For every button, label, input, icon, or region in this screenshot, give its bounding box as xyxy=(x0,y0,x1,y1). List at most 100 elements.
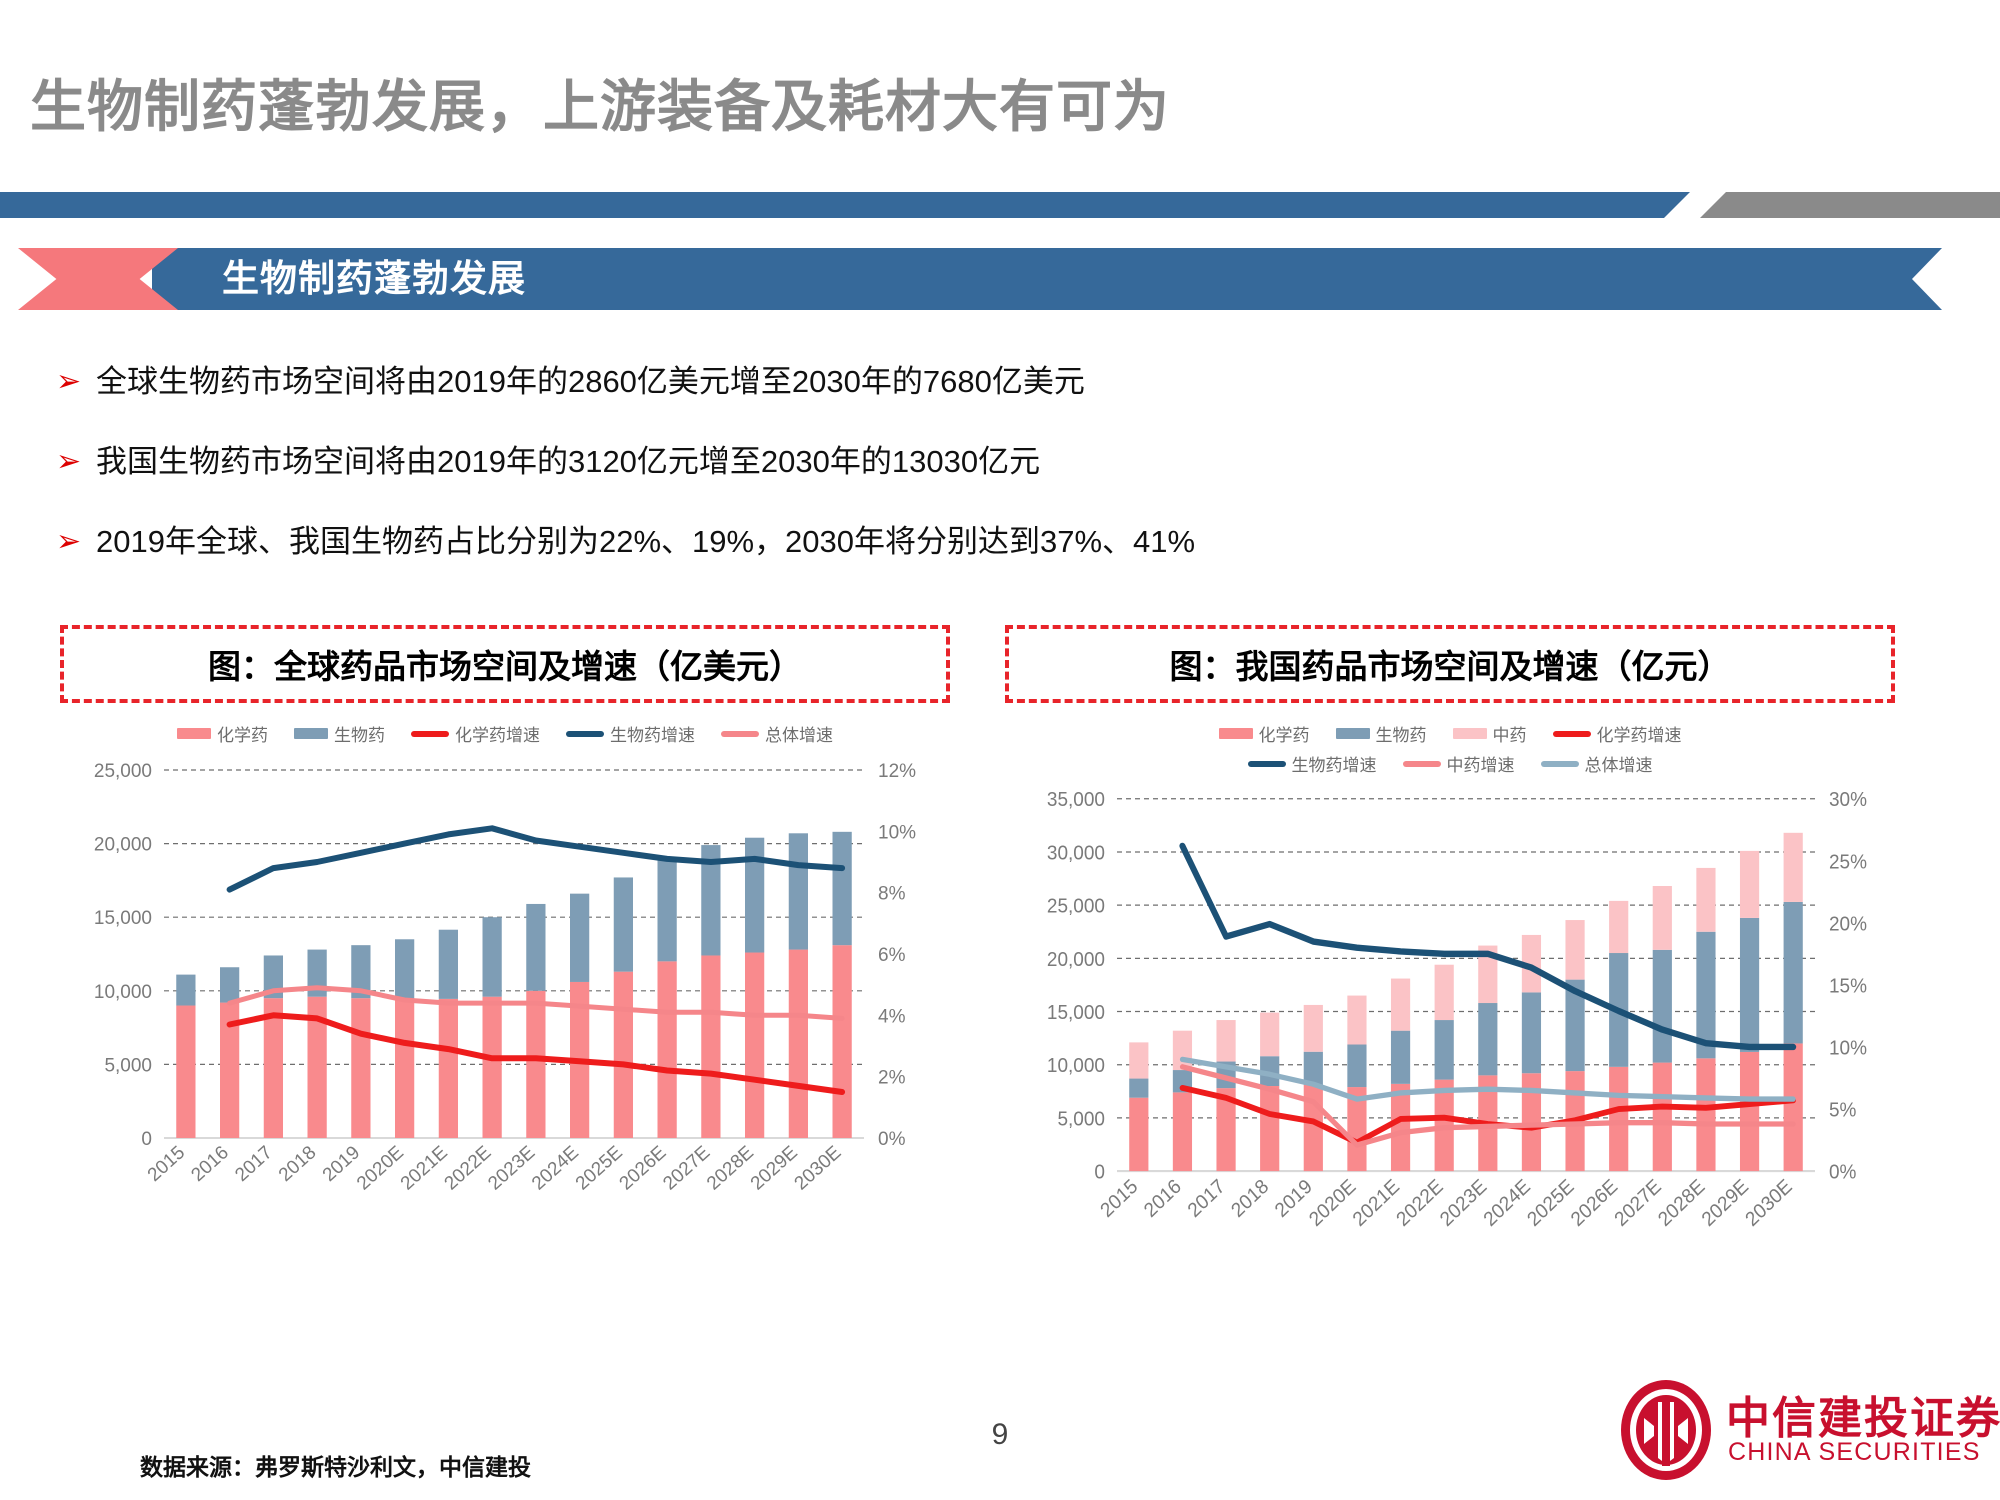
legend-swatch-icon xyxy=(177,728,211,739)
y-axis-tick-label: 20,000 xyxy=(94,835,152,856)
legend-item[interactable]: 化学药增速 xyxy=(411,721,540,746)
x-axis-tick-label: 2025E xyxy=(1523,1175,1578,1231)
bar-segment xyxy=(1652,949,1672,1063)
x-axis-tick-label: 2028E xyxy=(1654,1175,1709,1231)
bar-segment xyxy=(1478,945,1498,1004)
bar-segment xyxy=(1434,1020,1454,1080)
legend-item[interactable]: 总体增速 xyxy=(721,721,833,746)
bar-segment xyxy=(1696,1058,1716,1172)
bar-segment xyxy=(526,990,546,1138)
x-axis-tick-label: 2029E xyxy=(747,1142,802,1194)
legend-line-icon xyxy=(1540,760,1579,767)
y2-axis-tick-label: 8% xyxy=(878,884,906,905)
source-note: 数据来源：弗罗斯特沙利文，中信建投 xyxy=(140,1454,531,1480)
legend-label: 中药增速 xyxy=(1446,756,1515,775)
legend-swatch-icon xyxy=(1335,728,1370,739)
x-axis-tick-label: 2029E xyxy=(1698,1175,1753,1231)
legend-item[interactable]: 中药增速 xyxy=(1402,751,1515,776)
bar-segment xyxy=(1609,900,1629,954)
y2-axis-tick-label: 25% xyxy=(1829,851,1867,874)
legend-line-icon xyxy=(411,730,449,737)
legend-swatch-icon xyxy=(1218,728,1253,739)
legend-item[interactable]: 中药 xyxy=(1452,721,1527,746)
chart-svg-global: 0 5,000 10,000 15,000 20,000 25,000 0% 2% 4% 6% 8%… xyxy=(94,761,916,1194)
x-axis-tick-label: 2026E xyxy=(616,1142,671,1194)
x-axis-tick-label: 2023E xyxy=(1436,1175,1491,1231)
legend-item[interactable]: 生物药 xyxy=(294,721,385,746)
chart-legend-global: 化学药 生物药 化学药增速 生物药增速 总体增速 xyxy=(60,721,950,746)
x-axis-tick-label: 2025E xyxy=(572,1142,627,1194)
line-series xyxy=(1179,1056,1796,1102)
legend-item[interactable]: 生物药 xyxy=(1335,721,1427,746)
x-axis-tick-label: 2018 xyxy=(275,1142,320,1186)
bar-segment xyxy=(788,833,808,950)
legend-item[interactable]: 化学药增速 xyxy=(1552,721,1682,746)
bar-segment xyxy=(351,998,371,1138)
legend-label: 总体增速 xyxy=(765,726,833,745)
company-logo: 中信建投证券 CHINA SECURITIES xyxy=(1618,1378,2000,1488)
y-axis-tick-label: 35,000 xyxy=(1047,789,1105,812)
y-axis-tick-label: 25,000 xyxy=(94,761,152,782)
y2-axis-tick-label: 0% xyxy=(1829,1161,1856,1184)
bar-segment xyxy=(788,949,808,1138)
title-divider xyxy=(0,192,2000,222)
section-banner-blue xyxy=(152,248,1942,310)
y-axis-tick-label: 5,000 xyxy=(104,1055,152,1076)
line-series xyxy=(1179,842,1797,1051)
bar-segment xyxy=(307,949,327,997)
legend-item[interactable]: 化学药 xyxy=(1218,721,1310,746)
bullet-text: 2019年全球、我国生物药占比分别为22%、19%，2030年将分别达到37%、… xyxy=(96,524,1196,559)
bar-segment xyxy=(745,952,765,1138)
bar-segment xyxy=(613,877,633,972)
chart-panel-china: 图：我国药品市场空间及增速（亿元） 化学药 生物药 中药 化学药增速 生物药增速 中药增… xyxy=(1005,625,1895,1305)
bar-segment xyxy=(701,845,721,956)
x-axis-tick-label: 2024E xyxy=(1480,1175,1535,1231)
bar-segment xyxy=(1390,1083,1411,1172)
legend-row: 化学药 生物药 化学药增速 生物药增速 总体增速 xyxy=(60,721,950,746)
bar-segment xyxy=(1783,1043,1803,1172)
legend-item[interactable]: 生物药增速 xyxy=(1247,751,1377,776)
page-title: 生物制药蓬勃发展，上游装备及耗材大有可为 xyxy=(30,75,1170,138)
legend-item[interactable]: 化学药 xyxy=(177,721,268,746)
legend-label: 化学药 xyxy=(1258,726,1310,745)
bar-segment xyxy=(1347,1044,1367,1088)
x-axis-tick-label: 2027E xyxy=(1610,1175,1665,1231)
bar-segment xyxy=(307,996,327,1138)
legend-swatch-icon xyxy=(294,728,328,739)
x-axis-tick-label: 2030E xyxy=(791,1142,846,1194)
legend-swatch-icon xyxy=(1452,728,1487,739)
line-series xyxy=(226,825,846,893)
bar-segment xyxy=(1478,1003,1498,1076)
y2-axis-tick-label: 10% xyxy=(878,822,916,843)
x-axis-tick-label: 2017 xyxy=(231,1142,276,1186)
y-axis-tick-label: 30,000 xyxy=(1047,842,1105,865)
title-divider-blue xyxy=(0,192,1690,218)
bar-segment xyxy=(482,996,502,1138)
legend-label: 化学药增速 xyxy=(455,726,540,745)
legend-line-icon xyxy=(1552,730,1591,737)
arrow-bullet-icon: ➢ xyxy=(56,364,82,399)
bullet-text: 我国生物药市场空间将由2019年的3120亿元增至2030年的13030亿元 xyxy=(96,444,1041,479)
bar-segment xyxy=(395,939,415,1000)
legend-label: 生物药增速 xyxy=(1291,756,1377,775)
bar-segment xyxy=(1739,850,1760,918)
page-number: 9 xyxy=(991,1418,1009,1451)
legend-item[interactable]: 生物药增速 xyxy=(566,721,695,746)
x-axis-tick-label: 2023E xyxy=(484,1142,539,1194)
x-axis-tick-label: 2021E xyxy=(1349,1175,1404,1231)
x-axis-tick-label: 2030E xyxy=(1741,1175,1796,1231)
bar-segment xyxy=(1521,934,1542,993)
bar-segment xyxy=(1129,1042,1149,1079)
bar-segment xyxy=(351,945,371,999)
x-axis-tick-label: 2024E xyxy=(528,1142,583,1194)
chart-panel-global: 图：全球药品市场空间及增速（亿美元） 化学药 生物药 化学药增速 生物药增速 总体增速 … xyxy=(60,625,950,1305)
bar-segment xyxy=(1696,867,1716,932)
bar-segment xyxy=(701,955,721,1138)
legend-item[interactable]: 总体增速 xyxy=(1540,751,1653,776)
title-divider-gray xyxy=(1700,192,2000,218)
x-axis-tick-label: 2028E xyxy=(703,1142,758,1194)
x-axis-tick-label: 2017 xyxy=(1184,1175,1230,1222)
line-series xyxy=(227,985,845,1021)
bar-segment xyxy=(438,998,458,1138)
bar-segment xyxy=(1521,1073,1542,1172)
